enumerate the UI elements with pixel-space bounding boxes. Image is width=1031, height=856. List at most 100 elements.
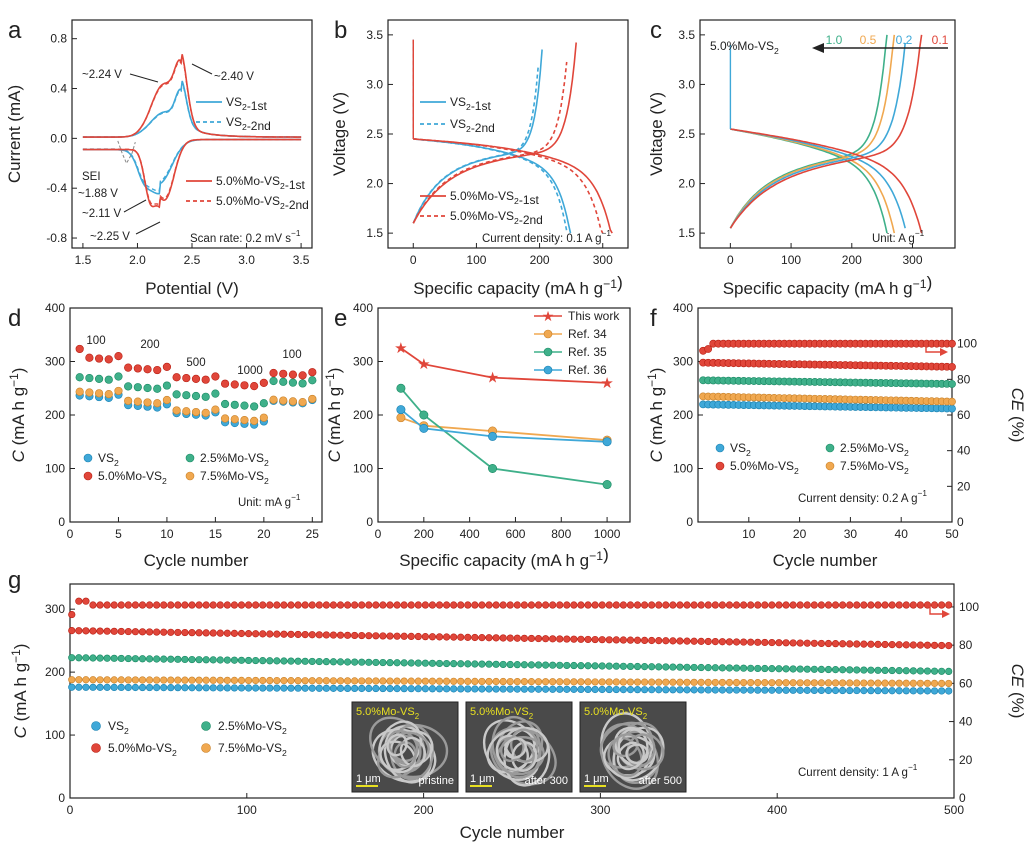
y-tick-label: 300	[45, 355, 65, 369]
cycle-point	[874, 687, 882, 695]
cycle-point	[860, 640, 868, 648]
y-tick-label: 0.0	[50, 131, 67, 145]
cycle-point	[308, 684, 316, 692]
cycle-point	[372, 632, 380, 640]
cycle-point	[605, 662, 613, 670]
nanoflower-texture	[612, 733, 639, 758]
ce-point	[761, 601, 769, 609]
cycle-point	[948, 397, 956, 406]
cycle-point	[633, 662, 642, 671]
cycle-point	[747, 678, 755, 687]
ce-point	[824, 601, 833, 609]
cycle-point	[860, 687, 868, 695]
x-tick-label: 400	[767, 803, 787, 817]
plot-frame-g	[69, 583, 955, 799]
cycle-point	[888, 687, 896, 695]
cycle-point	[633, 678, 642, 686]
cycle-point	[874, 679, 882, 687]
rate-point	[75, 373, 84, 382]
cycle-point	[591, 678, 599, 686]
annotation: ~1.88 V	[78, 188, 118, 200]
cycle-point	[570, 635, 578, 643]
legend-label: VS2	[730, 441, 751, 458]
cycle-point	[520, 634, 528, 642]
cycle-point	[591, 635, 599, 644]
rate-point	[133, 383, 142, 392]
text-span: −1	[645, 373, 659, 387]
ce-point	[153, 601, 161, 609]
x-tick-label: 0	[67, 527, 74, 541]
ce-point	[358, 601, 366, 609]
cycle-point	[948, 404, 956, 413]
y-tick-label: 0	[58, 515, 65, 529]
y-tick-label: 1.5	[678, 226, 695, 240]
cycle-point	[386, 632, 394, 640]
cycle-point	[761, 638, 769, 647]
cycle-point	[853, 666, 861, 674]
text-span: Current density: 1 A g	[798, 767, 908, 779]
ce-point	[549, 601, 557, 609]
text-span: VS	[450, 95, 466, 109]
rate-discharge-curve	[730, 128, 923, 234]
rate-point	[230, 400, 239, 409]
cycle-point	[160, 676, 168, 684]
ce-point	[676, 601, 684, 609]
ce-point	[280, 601, 288, 609]
rate-point	[94, 354, 104, 363]
text-span: (mA h g	[9, 387, 28, 450]
cycle-point	[485, 634, 493, 642]
text-span: -1st	[519, 193, 540, 207]
ce-point	[174, 601, 182, 609]
cycle-point	[909, 679, 917, 687]
cycle-point	[740, 664, 748, 672]
nanoflower-texture	[626, 733, 656, 768]
cycle-point	[414, 677, 422, 685]
text-span: 2	[162, 476, 167, 486]
ce-point	[527, 601, 536, 609]
cycle-point	[839, 686, 847, 695]
cycle-point	[768, 638, 776, 647]
legend-label: 5.0%Mo-VS2	[108, 741, 177, 758]
cycle-point	[612, 662, 620, 670]
text-span: 2	[466, 124, 471, 134]
x-tick-label: 500	[944, 803, 964, 817]
cycle-point	[96, 676, 104, 684]
cycle-point	[110, 654, 118, 662]
cycle-point	[747, 686, 755, 694]
cycle-point	[117, 676, 125, 684]
ce-point	[902, 601, 910, 609]
text-span: )	[9, 368, 28, 374]
cycle-point	[867, 640, 875, 648]
cycle-point	[181, 655, 189, 664]
cycle-point	[336, 677, 345, 685]
cycle-point	[789, 639, 797, 647]
cycle-point	[442, 633, 451, 641]
cycle-point	[329, 658, 338, 666]
cycle-point	[754, 664, 762, 673]
y-tick-label: 200	[353, 408, 373, 422]
cycle-point	[775, 686, 783, 694]
x-tick-label: 200	[530, 253, 550, 267]
cycle-point	[732, 678, 741, 687]
ce-axis-arrow-head	[940, 348, 948, 356]
cycle-point	[655, 686, 663, 694]
cycle-point	[945, 687, 953, 695]
cycle-point	[711, 686, 719, 694]
y2-tick-label: 100	[957, 337, 977, 351]
cycle-point	[669, 686, 677, 694]
cycle-point	[216, 676, 224, 684]
cycle-point	[846, 679, 854, 687]
ce-point	[633, 601, 642, 609]
ce-point	[648, 601, 656, 609]
cycle-point	[563, 661, 571, 670]
ce-point	[853, 601, 861, 609]
rate-point	[220, 399, 230, 409]
cycle-point	[577, 678, 585, 686]
x-tick-label: 30	[844, 527, 858, 541]
text-span: 7.5%Mo-VS	[840, 459, 904, 473]
y-tick-label: 3.0	[678, 77, 695, 91]
ce-point	[209, 601, 217, 609]
ce-point	[471, 601, 479, 609]
cycle-point	[110, 627, 118, 635]
ce-point	[867, 601, 875, 609]
